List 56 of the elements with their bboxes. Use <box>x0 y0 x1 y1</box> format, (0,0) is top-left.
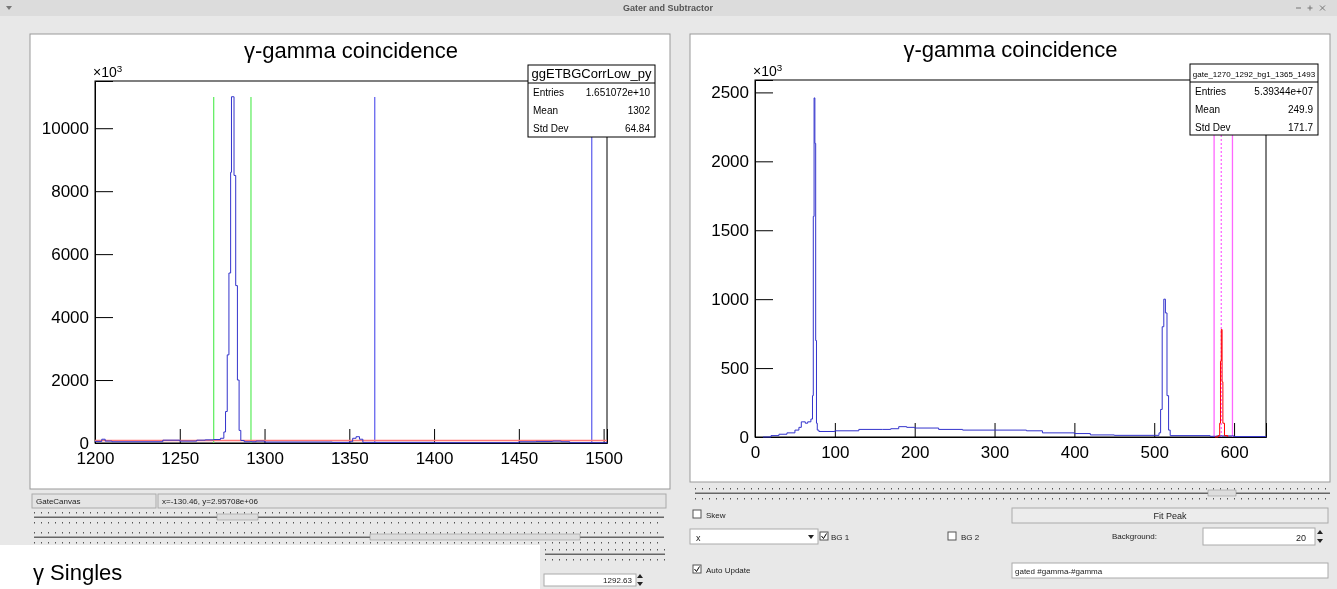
x-tick-label: 1200 <box>76 449 115 469</box>
annotation: Std Dev <box>533 123 569 134</box>
text: GateCanvas <box>36 497 81 506</box>
y-tick-label: 2500 <box>711 83 749 103</box>
x-tick-label: 200 <box>901 443 930 463</box>
text: gated #gamma-#gamma <box>1015 567 1103 576</box>
text: 171.7 <box>1287 122 1314 133</box>
x-tick-label: 1300 <box>246 449 284 469</box>
y-tick-label: 2000 <box>711 152 749 172</box>
y-tick-label: 0 <box>739 427 749 447</box>
annotation: Entries <box>1195 86 1227 97</box>
text: BG 1 <box>831 533 850 542</box>
y-tick-label: 1000 <box>711 290 749 310</box>
text: 1292.63 <box>603 576 633 585</box>
chart-title: γ-gamma coincidence <box>244 38 458 63</box>
text: gate_1270_1292_bg1_1365_1493 <box>1192 70 1316 79</box>
annotation: Entries <box>533 87 565 98</box>
y-tick-label: 500 <box>720 359 749 379</box>
text: 20 <box>1295 533 1306 543</box>
y-axis-title: ×10$^{3}$ <box>753 61 783 79</box>
y-tick-label: 8000 <box>51 182 89 202</box>
y-axis-title: ×10$^{3}$ <box>93 62 123 80</box>
y-tick-label: 4000 <box>51 308 89 328</box>
text: Background: <box>1112 532 1157 541</box>
x-tick-label: 400 <box>1060 443 1090 463</box>
x-tick-label: 1450 <box>500 449 539 469</box>
x-tick-label: 500 <box>1140 443 1169 463</box>
text: Fit Peak <box>1153 511 1187 521</box>
x-tick-label: 600 <box>1220 443 1249 463</box>
x-tick-label: 1350 <box>330 449 369 469</box>
text: Auto Update <box>706 566 752 575</box>
annotation: Mean <box>1195 104 1221 115</box>
text: x=-130.46, y=2.95708e+06 <box>162 497 259 506</box>
annotation: 5.39344e+07 <box>1254 86 1314 97</box>
y-tick-label: 6000 <box>51 245 89 265</box>
x-tick-label: 1500 <box>585 449 624 469</box>
annotation: 1.651072e+10 <box>585 87 651 98</box>
text: x <box>696 533 701 543</box>
chart-title: γ-gamma coincidence <box>903 37 1118 62</box>
text: γ Singles <box>33 560 123 585</box>
y-tick-label: 2000 <box>51 370 89 390</box>
annotation: Mean <box>533 105 559 116</box>
x-tick-label: 100 <box>821 443 850 463</box>
text: BG 2 <box>961 533 980 542</box>
text: Gater and Subtractor <box>622 3 714 13</box>
x-tick-label: 1400 <box>415 449 454 469</box>
text: Skew <box>706 511 726 520</box>
text: 1302 <box>627 105 651 116</box>
y-tick-label: 10000 <box>41 119 89 139</box>
y-tick-label: 1500 <box>711 221 749 241</box>
text: 249.9 <box>1287 104 1314 115</box>
text: ggETBGCorrLow_py <box>531 66 652 81</box>
x-tick-label: 1250 <box>161 449 200 469</box>
x-tick-label: 300 <box>980 443 1010 463</box>
text: 64.84 <box>624 123 651 134</box>
annotation: Std Dev <box>1195 122 1231 133</box>
